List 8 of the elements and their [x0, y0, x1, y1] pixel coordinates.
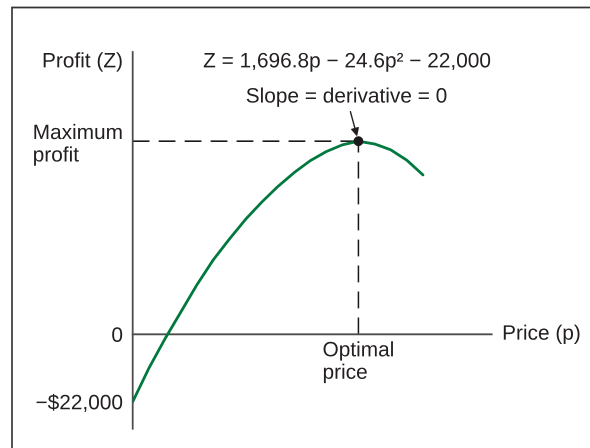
x-tick-label: Optimal price	[324, 341, 393, 384]
annotation: Slope = derivative = 0	[246, 87, 446, 107]
y-tick-label: Maximum profit	[34, 124, 122, 166]
y-axis-title: Profit (Z)	[44, 52, 122, 72]
x-axis-title: Price (p)	[504, 324, 580, 344]
y-tick-label: 0	[112, 327, 122, 342]
y-tick-label: −$22,000	[36, 394, 122, 412]
annotation: Z = 1,696.8p − 24.6p² − 22,000	[204, 52, 490, 72]
